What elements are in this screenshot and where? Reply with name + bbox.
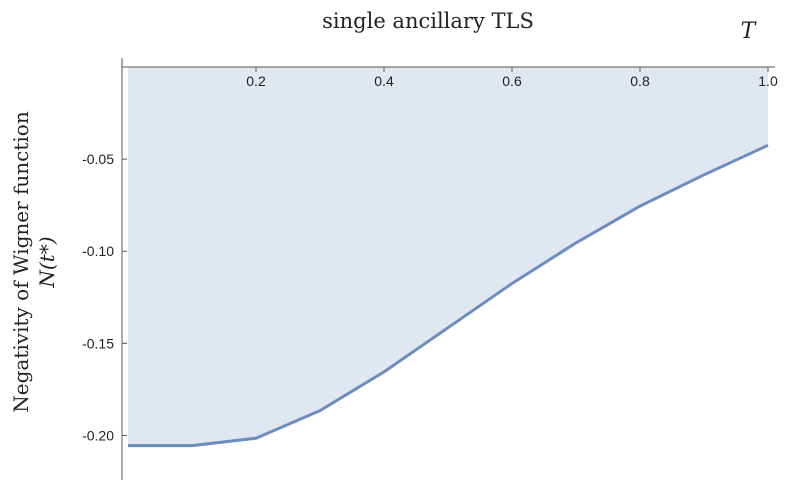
series-line (128, 143, 769, 448)
y-ticks: -0.05 -0.10 -0.15 -0.20 (82, 151, 127, 443)
y-axis-label: Negativity of Wigner function (9, 111, 33, 413)
y-tick-label: -0.05 (82, 151, 114, 167)
x-tick-label: 0.6 (502, 73, 522, 89)
x-tick-label: 1.0 (758, 73, 778, 89)
y-tick-label: -0.15 (82, 335, 114, 351)
x-tick-label: 0.2 (246, 73, 266, 89)
y-axis-variable: N(t*) (35, 236, 59, 288)
x-tick-label: 0.4 (374, 73, 394, 89)
x-ticks: 0.2 0.4 0.6 0.8 1.0 (246, 67, 778, 89)
y-tick-label: -0.20 (82, 427, 114, 443)
x-tick-label: 0.8 (630, 73, 650, 89)
x-axis-label: T (741, 19, 758, 44)
y-tick-label: -0.10 (82, 243, 114, 259)
chart-title: single ancillary TLS (322, 9, 534, 33)
area-fill (128, 67, 768, 446)
